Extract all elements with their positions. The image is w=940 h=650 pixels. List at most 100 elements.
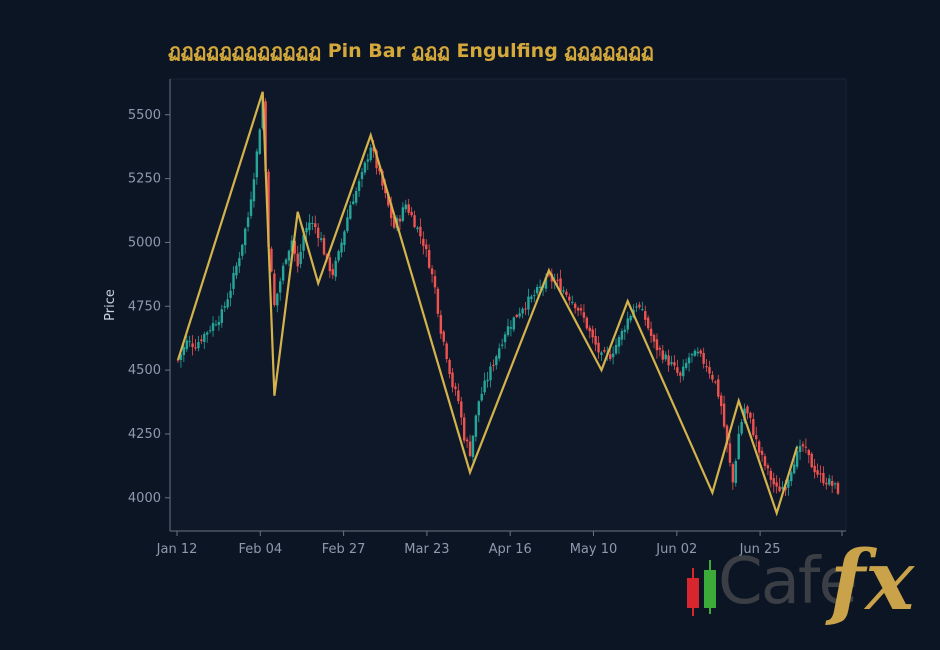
- y-tick-label: 5000: [128, 235, 161, 250]
- candle-body: [641, 309, 644, 311]
- candle-body: [270, 248, 273, 272]
- candle-body: [600, 352, 603, 355]
- x-tick-label: Jan 12: [156, 542, 198, 557]
- candle-body: [781, 487, 784, 489]
- candle-body: [778, 486, 781, 492]
- candle-body: [398, 218, 402, 222]
- candle-body: [597, 342, 600, 353]
- candle-body: [670, 362, 673, 365]
- candle-body: [769, 470, 773, 480]
- candle-body: [258, 129, 261, 154]
- candle-body: [211, 323, 215, 331]
- candle-body: [503, 334, 507, 343]
- candle-body: [191, 343, 194, 348]
- candle-body: [521, 308, 524, 314]
- y-tick-label: 4500: [128, 363, 161, 378]
- candle-body: [646, 317, 650, 329]
- candle-body: [480, 393, 483, 401]
- candle-body: [760, 450, 764, 455]
- candle-body: [693, 350, 697, 356]
- x-ticks: Jan 12 Feb 04 Feb 27 Mar 23 Apr 16 May 10 Jun …: [156, 531, 843, 557]
- candle-body: [349, 205, 352, 219]
- candle-body: [276, 293, 279, 306]
- candle-body: [249, 199, 253, 216]
- candle-body: [357, 181, 361, 192]
- candle-body: [433, 276, 437, 288]
- candle-body: [585, 317, 589, 329]
- candle-body: [737, 433, 740, 459]
- candle-body: [340, 242, 343, 253]
- candle-body: [717, 379, 720, 397]
- candle-body: [828, 478, 831, 485]
- candle-body: [331, 269, 334, 276]
- candle-body: [617, 337, 621, 347]
- candle-body: [179, 354, 183, 360]
- candle-body: [810, 453, 813, 468]
- candle-body: [562, 290, 565, 292]
- y-tick-label: 4750: [128, 299, 161, 314]
- candle-body: [530, 296, 533, 300]
- candle-body: [673, 362, 676, 366]
- candle-body: [200, 339, 203, 342]
- candle-body: [208, 330, 212, 332]
- candle-body: [328, 257, 332, 272]
- candle-body: [816, 470, 819, 475]
- candle-body: [287, 250, 291, 261]
- candle-body: [322, 238, 326, 255]
- candle-body: [722, 403, 726, 427]
- candle-body: [515, 314, 518, 317]
- candle-body: [556, 279, 559, 281]
- candle-body: [509, 327, 513, 329]
- candle-body: [512, 317, 516, 330]
- candle-body: [775, 482, 778, 487]
- candle-body: [734, 461, 737, 484]
- candle-body: [246, 217, 250, 227]
- candle-body: [609, 354, 612, 359]
- candle-body: [822, 472, 825, 484]
- candle-body: [176, 359, 180, 361]
- candle-body: [425, 244, 428, 250]
- candle-body: [460, 401, 463, 418]
- x-tick-label: May 10: [570, 542, 618, 557]
- candle-body: [576, 308, 580, 311]
- candle-body: [293, 240, 297, 254]
- candle-body: [801, 444, 805, 447]
- candle-body: [798, 446, 802, 452]
- candle-body: [375, 150, 378, 169]
- candle-body: [495, 356, 498, 366]
- candle-body: [369, 147, 372, 161]
- candle-body: [725, 425, 729, 445]
- candle-body: [316, 227, 320, 239]
- candle-body: [454, 386, 457, 390]
- candle-body: [787, 479, 790, 488]
- candle-body: [279, 281, 282, 293]
- candle-body: [416, 227, 419, 230]
- cafefx-logo: Cafe fx: [684, 540, 924, 632]
- candle-body: [489, 366, 492, 381]
- candle-body: [813, 465, 816, 473]
- candle-body: [708, 367, 711, 374]
- x-tick-label: Jun 25: [739, 542, 781, 557]
- candle-body: [664, 354, 667, 360]
- candle-body: [337, 251, 340, 261]
- candle-body: [465, 439, 469, 442]
- candle-body: [404, 204, 407, 210]
- candle-body: [836, 482, 840, 494]
- candle-body: [547, 274, 551, 276]
- candle-body: [620, 330, 624, 340]
- candle-body: [538, 286, 542, 289]
- candle-body: [518, 313, 521, 317]
- candle-body: [185, 340, 188, 350]
- candle-body: [311, 223, 314, 225]
- candle-body: [232, 272, 235, 289]
- candle-body: [389, 203, 393, 219]
- candle-body: [679, 372, 682, 376]
- candle-body: [757, 441, 761, 453]
- candle-body: [238, 258, 241, 267]
- candle-body: [833, 483, 837, 485]
- candle-body: [363, 162, 367, 173]
- candle-body: [492, 364, 495, 366]
- candle-body: [652, 334, 656, 342]
- y-tick-label: 4000: [128, 491, 161, 506]
